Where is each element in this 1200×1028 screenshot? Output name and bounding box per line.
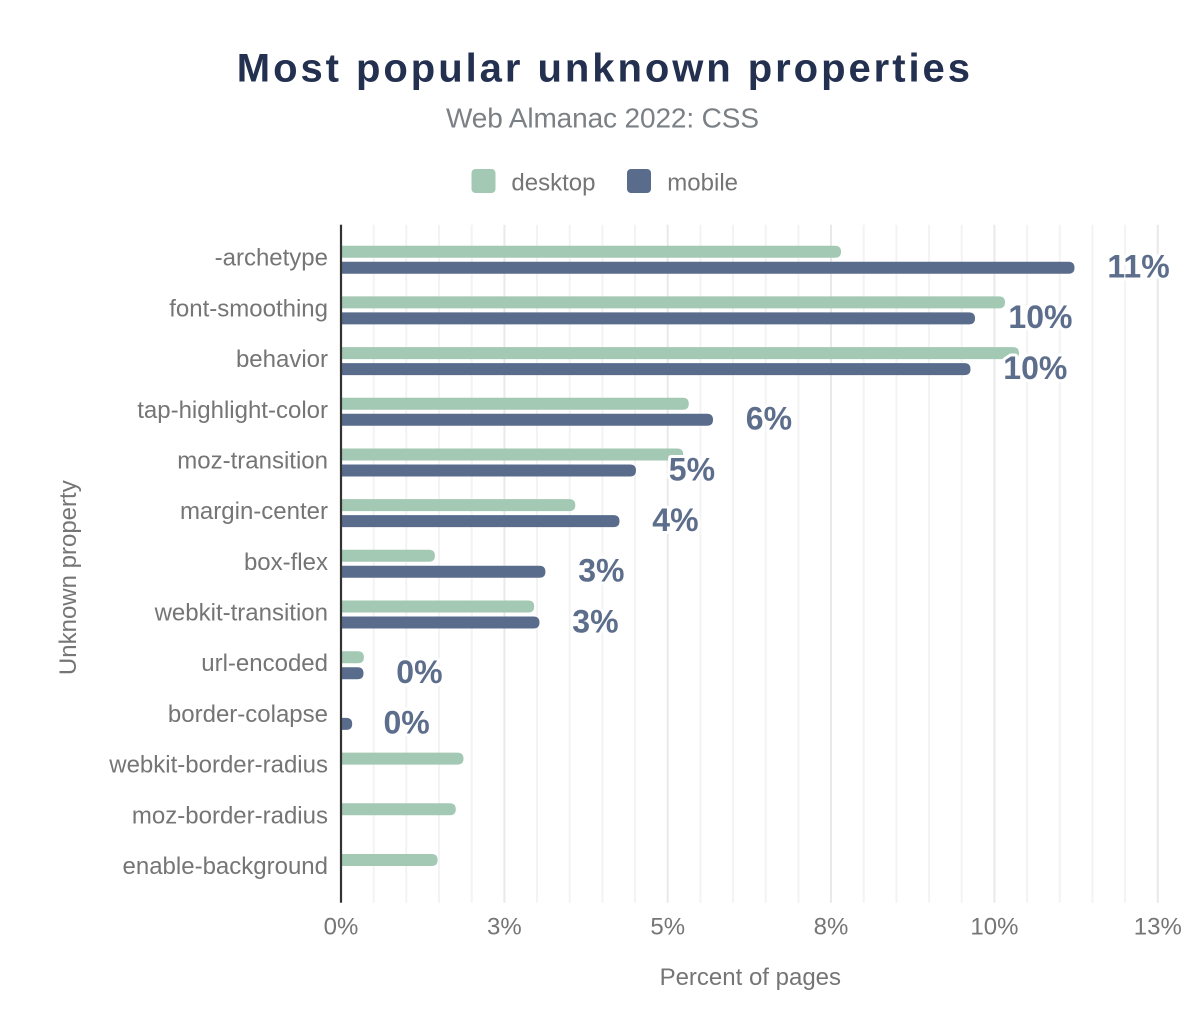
svg-text:0%: 0% — [396, 654, 442, 690]
svg-text:moz-border-radius: moz-border-radius — [132, 802, 328, 829]
svg-text:margin-center: margin-center — [180, 498, 328, 525]
svg-text:moz-transition: moz-transition — [177, 448, 328, 475]
svg-text:mobile: mobile — [667, 170, 738, 197]
svg-text:10%: 10% — [1003, 350, 1067, 386]
svg-text:13%: 13% — [1134, 914, 1182, 941]
svg-text:url-encoded: url-encoded — [201, 650, 328, 677]
svg-text:6%: 6% — [746, 401, 792, 437]
svg-text:10%: 10% — [1008, 299, 1072, 335]
svg-text:0%: 0% — [384, 705, 430, 741]
svg-text:3%: 3% — [572, 603, 618, 639]
svg-text:desktop: desktop — [511, 170, 595, 197]
svg-text:enable-background: enable-background — [123, 853, 329, 880]
svg-text:-archetype: -archetype — [215, 245, 328, 272]
svg-text:0%: 0% — [324, 914, 359, 941]
svg-text:webkit-transition: webkit-transition — [154, 600, 328, 627]
svg-text:3%: 3% — [487, 914, 522, 941]
svg-text:tap-highlight-color: tap-highlight-color — [137, 397, 328, 424]
svg-text:border-colapse: border-colapse — [168, 701, 328, 728]
svg-text:5%: 5% — [650, 914, 685, 941]
svg-text:box-flex: box-flex — [244, 549, 328, 576]
svg-text:8%: 8% — [814, 914, 849, 941]
svg-text:11%: 11% — [1107, 249, 1169, 285]
svg-text:10%: 10% — [970, 914, 1018, 941]
svg-text:Most popular unknown propertie: Most popular unknown properties — [237, 46, 970, 90]
svg-text:Web Almanac 2022: CSS: Web Almanac 2022: CSS — [446, 103, 759, 134]
svg-text:Unknown property: Unknown property — [55, 480, 82, 675]
svg-text:font-smoothing: font-smoothing — [169, 295, 328, 322]
svg-text:5%: 5% — [669, 451, 715, 487]
svg-text:Percent of pages: Percent of pages — [660, 964, 841, 991]
svg-text:webkit-border-radius: webkit-border-radius — [108, 752, 328, 779]
svg-text:4%: 4% — [652, 502, 698, 538]
svg-text:behavior: behavior — [236, 346, 328, 373]
svg-text:3%: 3% — [578, 553, 624, 589]
